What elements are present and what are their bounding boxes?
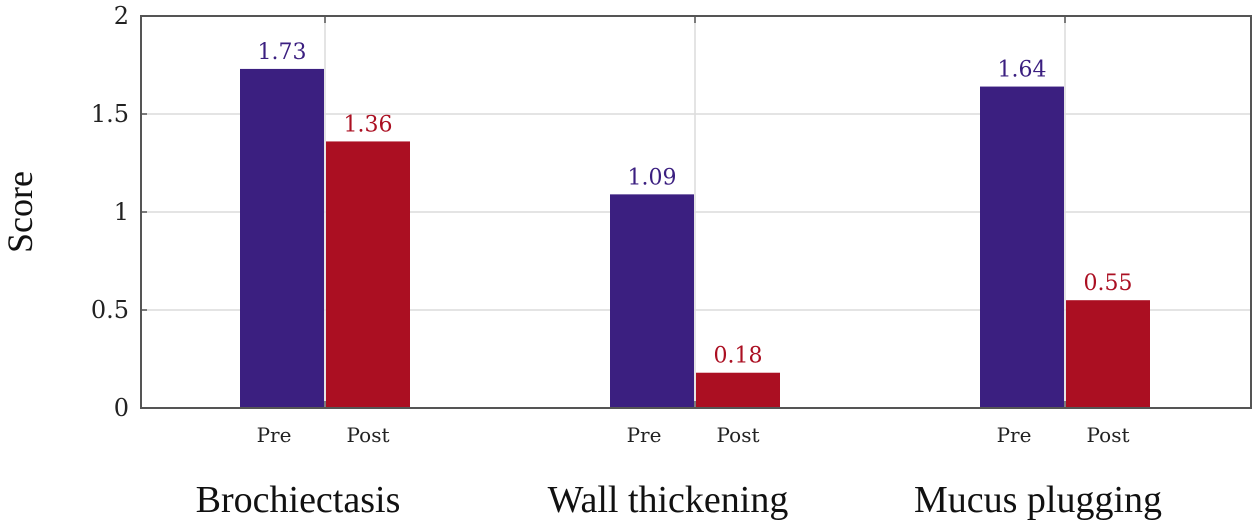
bar-pre	[610, 194, 694, 408]
x-sub-label: Post	[1087, 423, 1130, 447]
data-label: 1.36	[344, 112, 393, 137]
y-tick-label: 0.5	[91, 296, 129, 324]
y-tick-label: 0	[114, 394, 129, 422]
bar-pre	[980, 86, 1064, 408]
x-sub-label: Pre	[997, 423, 1032, 447]
bar-post	[1066, 300, 1150, 408]
bar-post	[696, 372, 780, 408]
y-axis-label: Score	[0, 171, 40, 253]
data-label: 1.64	[998, 58, 1047, 83]
y-axis-ticks: 0 0.5 1 1.5 2	[91, 2, 1066, 422]
category-label: Brochiectasis	[196, 479, 401, 521]
x-sub-label: Pre	[257, 423, 292, 447]
data-labels: 1.73 1.36 1.09 0.18 1.64 0.55	[258, 40, 1133, 369]
data-label: 1.09	[628, 165, 677, 190]
y-tick-label: 1.5	[91, 100, 129, 128]
data-label: 0.55	[1084, 271, 1133, 296]
x-sub-label: Pre	[627, 423, 662, 447]
y-tick-label: 2	[114, 2, 129, 30]
bar-post	[326, 141, 410, 408]
bar-pre	[240, 68, 324, 409]
y-tick-label: 1	[114, 198, 129, 226]
x-axis-labels: Pre Post Brochiectasis Pre Post Wall thickeni…	[196, 423, 1162, 521]
x-sub-label: Post	[347, 423, 390, 447]
bars	[240, 68, 1150, 409]
x-sub-label: Post	[717, 423, 760, 447]
data-label: 1.73	[258, 40, 307, 65]
category-label: Mucus plugging	[914, 479, 1162, 521]
data-label: 0.18	[714, 344, 763, 369]
category-label: Wall thickening	[548, 479, 789, 521]
